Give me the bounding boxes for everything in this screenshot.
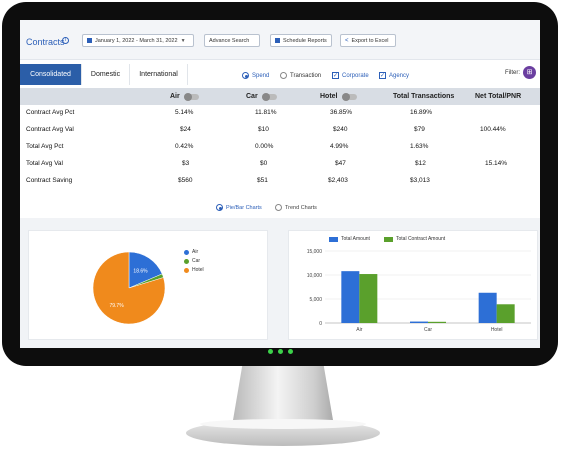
- bar-air-total-contract-amount: [359, 274, 378, 323]
- schedule-icon: [275, 38, 280, 43]
- screen: Contracts i January 1, 2022 - March 31, …: [20, 20, 540, 348]
- schedule-reports-label: Schedule Reports: [283, 37, 327, 44]
- col-hotel: Hotel: [320, 92, 357, 101]
- date-range-value: January 1, 2022 - March 31, 2022: [95, 37, 178, 44]
- x-tick-label: Air: [356, 327, 362, 333]
- bar-hotel-total-contract-amount: [496, 304, 515, 323]
- tab-international[interactable]: International: [130, 64, 188, 85]
- spend-radio[interactable]: Spend: [242, 72, 269, 79]
- filter-label: Filter:: [505, 70, 520, 76]
- advance-search-button[interactable]: Advance Search: [204, 34, 260, 47]
- table-row: Contract Saving $560 $51 $2,403 $3,013: [26, 177, 430, 184]
- export-excel-label: Export to Excel: [351, 37, 389, 44]
- calendar-icon: [87, 38, 92, 43]
- y-tick-label: 0: [319, 321, 322, 327]
- bar-car-total-amount: [410, 321, 428, 323]
- pie-chart-panel: 18.6% 79.7% Air Car Hotel: [28, 230, 268, 340]
- pie-slice-air: [128, 251, 163, 289]
- monitor-stand-neck: [232, 366, 334, 426]
- table-row: Total Avg Pct 0.42% 0.00% 4.99% 1.63%: [26, 143, 429, 150]
- pie-slice-label: 18.6%: [133, 269, 148, 275]
- bar-hotel-total-amount: [478, 292, 497, 323]
- export-icon: <: [345, 37, 349, 44]
- bar-car-total-contract-amount: [428, 321, 446, 323]
- x-tick-label: Hotel: [491, 327, 503, 333]
- advance-search-label: Advance Search: [209, 37, 250, 44]
- y-tick-label: 15,000: [307, 249, 323, 255]
- x-tick-label: Car: [424, 327, 432, 333]
- legend-air: Air: [184, 249, 198, 255]
- table-row: Contract Avg Val $24 $10 $240 $79 100.44…: [26, 126, 506, 133]
- filter-icon[interactable]: ⊞: [523, 66, 536, 79]
- chevron-down-icon: ▼: [180, 37, 186, 44]
- y-tick-label: 5,000: [309, 297, 322, 303]
- trend-charts-radio[interactable]: Trend Charts: [275, 204, 317, 211]
- air-toggle[interactable]: [183, 92, 199, 101]
- col-total-transactions: Total Transactions: [393, 93, 455, 100]
- corporate-checkbox[interactable]: ✓ Corporate: [332, 72, 369, 79]
- agency-checkbox[interactable]: ✓ Agency: [379, 72, 410, 79]
- table-row: Contract Avg Pct 5.14% 11.81% 36.85% 16.…: [26, 109, 433, 116]
- y-tick-label: 10,000: [307, 273, 323, 279]
- top-toolbar: Contracts i January 1, 2022 - March 31, …: [20, 20, 540, 60]
- tab-consolidated[interactable]: Consolidated: [20, 64, 82, 85]
- bar-chart-panel: Total Amount Total Contract Amount 15,00…: [288, 230, 538, 340]
- pie-slice-label: 79.7%: [109, 303, 124, 309]
- transaction-radio[interactable]: Transaction: [280, 72, 321, 79]
- pie-slice-hotel: [92, 251, 166, 325]
- pie-chart: 18.6% 79.7%: [92, 251, 166, 325]
- export-excel-button[interactable]: < Export to Excel: [340, 34, 396, 47]
- col-net-total-pnr: Net Total/PNR: [475, 93, 522, 100]
- tab-bar: Consolidated Domestic International Spen…: [20, 64, 540, 86]
- pie-bar-charts-radio[interactable]: Pie/Bar Charts: [216, 204, 262, 211]
- schedule-reports-button[interactable]: Schedule Reports: [270, 34, 332, 47]
- page-title: Contracts: [26, 37, 65, 47]
- legend-total-amount: Total Amount: [329, 236, 370, 242]
- col-car: Car: [246, 92, 277, 101]
- col-air: Air: [170, 92, 199, 101]
- table-row: Total Avg Val $3 $0 $47 $12 15.14%: [26, 160, 508, 167]
- legend-total-contract-amount: Total Contract Amount: [384, 236, 445, 242]
- monitor-indicator-lights: [268, 349, 293, 354]
- table-header: Air Car Hotel Total Transactions Net Tot…: [20, 88, 540, 105]
- hotel-toggle[interactable]: [341, 92, 357, 101]
- info-icon[interactable]: i: [62, 37, 69, 44]
- bar-chart: 15,000 10,000 5,000 0 Air Car Hotel: [307, 249, 531, 333]
- bar-air-total-amount: [341, 271, 360, 323]
- car-toggle[interactable]: [261, 92, 277, 101]
- legend-car: Car: [184, 258, 200, 264]
- legend-hotel: Hotel: [184, 267, 204, 273]
- date-range-picker[interactable]: January 1, 2022 - March 31, 2022 ▼: [82, 34, 194, 47]
- tab-domestic[interactable]: Domestic: [82, 64, 130, 85]
